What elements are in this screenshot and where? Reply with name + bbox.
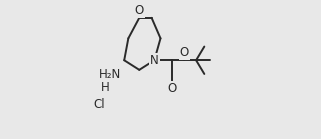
Text: H: H [101,81,110,94]
Text: H₂N: H₂N [99,68,121,81]
Text: O: O [180,46,189,59]
Text: Cl: Cl [94,98,105,111]
Text: O: O [134,4,144,17]
Text: O: O [168,82,177,95]
Text: N: N [150,54,159,67]
